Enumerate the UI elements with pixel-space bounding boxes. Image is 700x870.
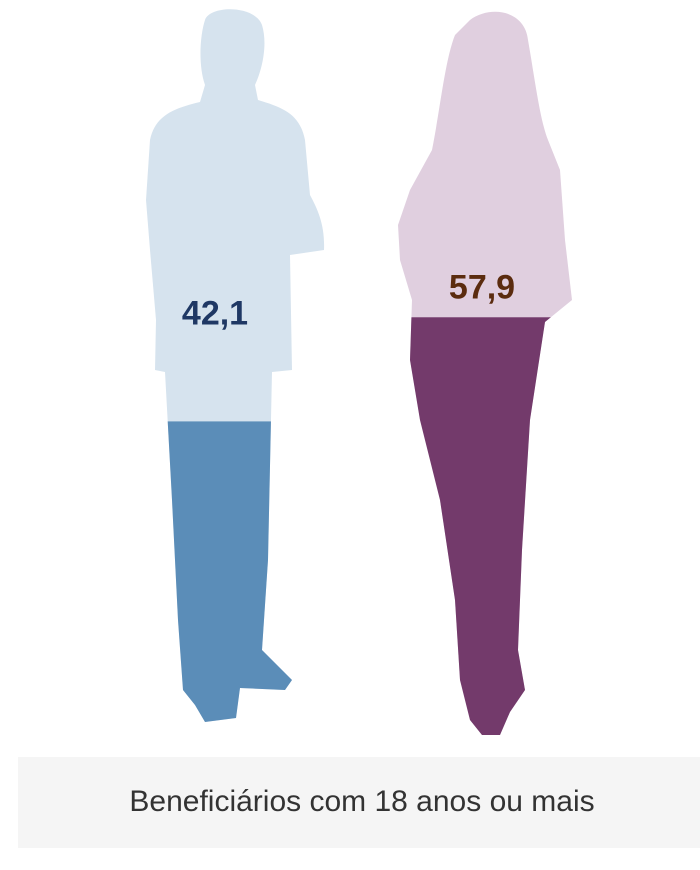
value-label: 57,9 <box>449 268 515 306</box>
figure <box>140 0 330 760</box>
figure <box>390 0 580 760</box>
chart: Beneficiários com 18 anos ou mais 42,1 57… <box>0 0 700 870</box>
figure-fill <box>390 317 580 743</box>
caption: Beneficiários com 18 anos ou mais <box>129 785 594 818</box>
figure-fill <box>140 421 330 732</box>
value-label: 42,1 <box>182 294 248 332</box>
figures <box>140 0 580 760</box>
